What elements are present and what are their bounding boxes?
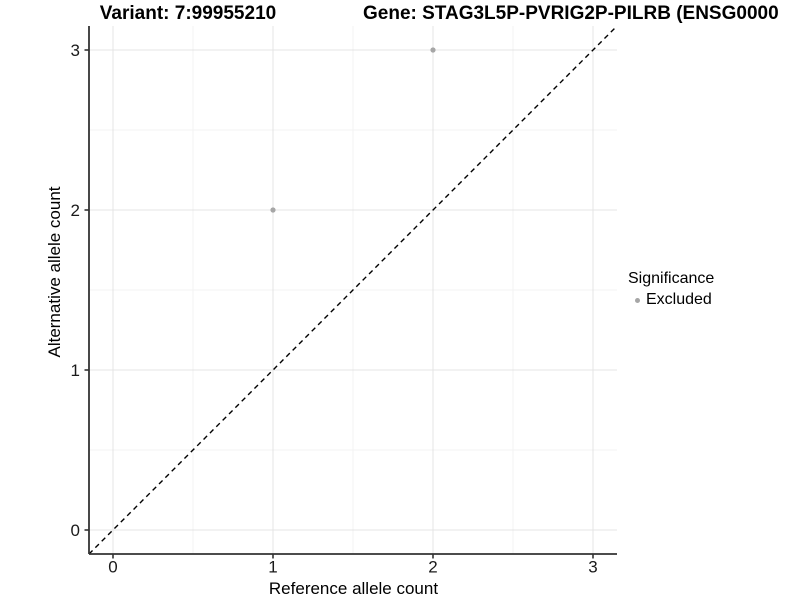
y-tick-label: 1 xyxy=(71,361,80,380)
legend-point-icon xyxy=(635,297,640,303)
y-tick-label: 3 xyxy=(71,41,80,60)
data-point xyxy=(270,207,276,213)
x-axis-label: Reference allele count xyxy=(268,579,439,598)
y-tick-label: 2 xyxy=(71,201,80,220)
x-tick-label: 1 xyxy=(268,558,277,577)
data-point xyxy=(430,47,436,53)
legend-entry-label: Excluded xyxy=(646,291,712,308)
x-tick-label: 2 xyxy=(428,558,437,577)
y-axis-label: Alternative allele count xyxy=(45,186,64,358)
x-tick-label: 0 xyxy=(108,558,117,577)
y-tick-label: 0 xyxy=(71,521,80,540)
x-tick-label: 3 xyxy=(588,558,597,577)
legend-entry-excluded: Excluded xyxy=(628,291,714,309)
plot-title-gene: Gene: STAG3L5P-PVRIG2P-PILRB (ENSG0000 xyxy=(363,3,779,24)
legend-title: Significance xyxy=(628,270,715,287)
legend: Significance Excluded xyxy=(628,270,714,309)
identity-dashed-line xyxy=(88,25,618,555)
plot-title-variant: Variant: 7:99955210 xyxy=(99,3,277,24)
